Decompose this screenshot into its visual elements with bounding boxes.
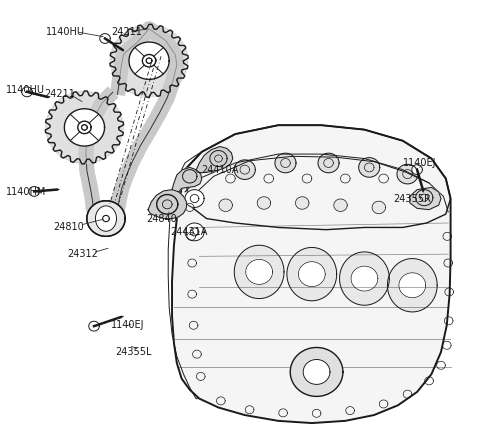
Text: 1140HM: 1140HM: [5, 187, 46, 197]
Polygon shape: [82, 125, 87, 130]
Polygon shape: [387, 259, 437, 312]
Polygon shape: [146, 58, 152, 63]
Polygon shape: [303, 359, 330, 384]
Polygon shape: [359, 157, 380, 177]
Polygon shape: [234, 245, 284, 298]
Text: 1140EJ: 1140EJ: [403, 158, 436, 168]
Text: 24810: 24810: [53, 223, 84, 232]
Polygon shape: [185, 223, 204, 241]
Polygon shape: [399, 273, 426, 297]
Polygon shape: [257, 197, 271, 209]
Polygon shape: [148, 190, 186, 219]
Polygon shape: [287, 248, 336, 301]
Text: 1140HU: 1140HU: [46, 27, 85, 37]
Polygon shape: [296, 197, 309, 209]
Text: 1140EJ: 1140EJ: [111, 320, 144, 330]
Text: 24840: 24840: [147, 214, 178, 223]
Polygon shape: [410, 187, 441, 210]
Polygon shape: [157, 194, 178, 214]
Polygon shape: [64, 109, 105, 146]
Polygon shape: [46, 91, 123, 163]
Polygon shape: [172, 125, 451, 423]
Polygon shape: [29, 186, 39, 196]
Polygon shape: [172, 167, 202, 192]
Text: 24312: 24312: [68, 249, 98, 259]
Polygon shape: [339, 252, 389, 305]
Polygon shape: [234, 160, 255, 179]
Polygon shape: [219, 199, 232, 211]
Polygon shape: [185, 190, 204, 207]
Polygon shape: [290, 347, 343, 396]
Polygon shape: [416, 190, 433, 206]
Text: 1140HU: 1140HU: [5, 85, 45, 95]
Polygon shape: [275, 153, 296, 173]
Polygon shape: [299, 262, 325, 287]
Polygon shape: [89, 321, 99, 331]
Text: 24431A: 24431A: [170, 227, 208, 237]
Polygon shape: [334, 199, 347, 211]
Polygon shape: [110, 25, 188, 97]
Polygon shape: [129, 42, 169, 79]
Polygon shape: [182, 169, 197, 183]
Text: 24355R: 24355R: [393, 194, 431, 203]
Polygon shape: [87, 201, 125, 236]
Text: 24355L: 24355L: [116, 347, 152, 357]
Polygon shape: [196, 147, 233, 173]
Polygon shape: [210, 151, 227, 166]
Polygon shape: [351, 266, 378, 291]
Polygon shape: [103, 215, 109, 222]
Polygon shape: [185, 125, 451, 230]
Text: 24211: 24211: [44, 89, 75, 99]
Polygon shape: [246, 260, 273, 285]
Polygon shape: [397, 164, 418, 184]
Polygon shape: [412, 165, 422, 174]
Polygon shape: [372, 201, 385, 214]
Polygon shape: [100, 33, 110, 43]
Text: 24211: 24211: [111, 27, 142, 37]
Polygon shape: [96, 206, 117, 231]
Text: 24410A: 24410A: [202, 165, 239, 175]
Polygon shape: [22, 87, 32, 97]
Polygon shape: [318, 153, 339, 173]
